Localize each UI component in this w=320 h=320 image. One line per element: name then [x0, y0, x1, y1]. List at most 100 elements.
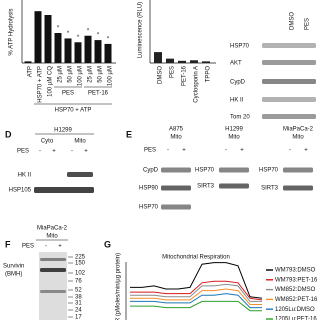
- x-tick-label: 50 µM: [68, 66, 74, 83]
- blot-band: [262, 114, 316, 119]
- y-axis-label: OCR (pMoles/min/µg protein): [116, 253, 122, 320]
- blot-band: [40, 290, 66, 293]
- significance-mark: *: [107, 36, 110, 42]
- bar: [166, 58, 174, 63]
- significance-mark: *: [77, 35, 80, 41]
- marker-label: 52: [75, 288, 82, 294]
- x-tick-label: 25 µM: [58, 66, 64, 83]
- column-header: PES: [305, 18, 311, 30]
- bar: [64, 38, 72, 63]
- x-tick-label: 100 µM: [78, 66, 84, 86]
- legend-label: WM793:DMSO: [275, 268, 316, 274]
- blot-band: [219, 183, 249, 189]
- panel-label: G: [104, 239, 111, 249]
- lane-label: -: [45, 244, 47, 250]
- y-axis-label: Luminescence (RLU): [138, 2, 144, 58]
- x-tick-label: 100 µM CQ: [48, 66, 54, 97]
- block-title: H1299: [225, 127, 243, 133]
- block-title: MiaPaCa-2: [283, 127, 314, 133]
- series-line: [130, 283, 262, 302]
- treatment: PES: [22, 244, 34, 250]
- protein-label: (BMH): [5, 272, 22, 278]
- row-label: CypD: [143, 168, 159, 174]
- blot-band: [262, 79, 316, 84]
- block-fraction: Mito: [170, 135, 182, 141]
- marker-label: 31: [75, 301, 82, 307]
- bar: [74, 42, 82, 63]
- row-label: HSP70: [230, 44, 250, 50]
- bar: [34, 11, 42, 64]
- legend-label: 1205Lu:PET-16: [275, 317, 317, 320]
- bar: [84, 35, 92, 63]
- marker-label: 17: [75, 315, 82, 320]
- series-line: [130, 300, 262, 312]
- row-label: HSP70: [139, 205, 159, 211]
- blot-band: [262, 60, 316, 65]
- protein-label: Survivin: [3, 264, 24, 270]
- bar: [202, 61, 210, 63]
- cell-line: H1299: [54, 128, 72, 134]
- legend-label: WM852:PET-16: [275, 297, 318, 303]
- bar: [154, 52, 162, 63]
- x-tick-label: HSP70 + ATP: [38, 66, 44, 103]
- column-header: DMSO: [290, 12, 296, 30]
- x-tick-label: 50 µM: [98, 66, 104, 83]
- marker-label: 38: [75, 295, 82, 301]
- bar: [178, 60, 186, 63]
- lane-label: +: [52, 149, 56, 155]
- legend-label: WM793:PET-16: [275, 277, 318, 283]
- fraction: Mito: [74, 139, 86, 145]
- series-line: [130, 293, 262, 309]
- x-tick-label: ATP: [28, 66, 34, 77]
- row-label: HSP90: [139, 186, 159, 192]
- fraction: Cyto: [41, 139, 54, 145]
- panel-label: F: [5, 239, 11, 249]
- blot-band: [67, 172, 93, 177]
- bar: [24, 61, 32, 63]
- bar: [104, 43, 112, 63]
- row-label: AKT: [230, 61, 242, 67]
- marker-label: 24: [75, 308, 82, 314]
- row-label: HSP70: [259, 168, 279, 174]
- bar: [190, 60, 198, 63]
- blot-band: [262, 43, 316, 48]
- row-label: HSP105: [9, 188, 32, 194]
- blot-band: [161, 185, 191, 191]
- blot-band: [283, 185, 313, 191]
- lane-label: +: [240, 148, 244, 154]
- block-title: A875: [169, 127, 184, 133]
- marker-label: 76: [75, 279, 82, 285]
- blot-band: [283, 167, 313, 173]
- bar: [44, 15, 52, 63]
- significance-mark: *: [67, 31, 70, 37]
- lane-label: +: [304, 148, 308, 154]
- marker-label: 225: [75, 255, 86, 261]
- lane-label: -: [167, 148, 169, 154]
- row-label: SIRT3: [261, 186, 279, 192]
- x-tick-label: PES: [170, 66, 176, 78]
- row-label: HK II: [230, 98, 244, 104]
- bar: [94, 40, 102, 63]
- significance-mark: *: [57, 26, 60, 32]
- group-label: PET-16: [88, 91, 109, 97]
- blot-band: [219, 167, 249, 173]
- lane-label: +: [182, 148, 186, 154]
- lane-label: +: [58, 244, 62, 250]
- lane-label: -: [289, 148, 291, 154]
- x-tick-label: PET-16: [182, 65, 188, 86]
- x-tick-label: Cyclosporin A: [194, 66, 200, 103]
- blot-band: [161, 167, 191, 173]
- lane-label: -: [225, 148, 227, 154]
- chart-title: Mitochondrial Respiration: [162, 255, 230, 261]
- row-label: HSP70: [195, 168, 215, 174]
- y-axis-label: % ATP Hydrolysis: [9, 8, 15, 55]
- group-label: HSP70 + ATP: [55, 108, 92, 114]
- x-tick-label: 100 µM: [108, 66, 114, 86]
- lane-label: -: [39, 149, 41, 155]
- blot-band: [40, 268, 66, 272]
- significance-mark: *: [87, 28, 90, 34]
- legend-label: WM852:DMSO: [275, 287, 316, 293]
- treatment: PES: [17, 149, 29, 155]
